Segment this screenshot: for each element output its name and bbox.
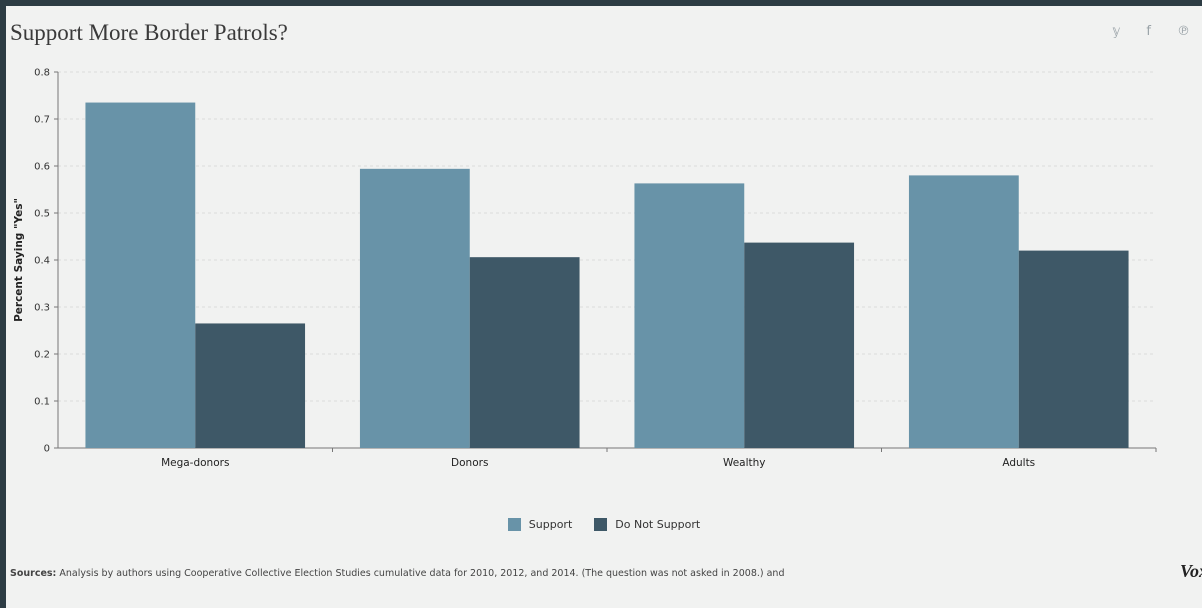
chart-title: Support More Border Patrols? — [10, 20, 288, 45]
bar-support — [85, 102, 196, 449]
legend: Support Do Not Support — [6, 518, 1202, 531]
x-tick-label: Wealthy — [723, 457, 766, 469]
twitter-icon[interactable]: 𝕪 — [1112, 24, 1121, 39]
y-axis-label: Percent Saying "Yes" — [13, 198, 25, 322]
y-tick-label: 0.3 — [34, 303, 50, 314]
share-bar: 𝕪 f ℗ — [1112, 24, 1190, 39]
bar-do-not-support — [1018, 250, 1129, 448]
x-tick-label: Mega-donors — [161, 457, 229, 469]
chart-card: Support More Border Patrols? 𝕪 f ℗ 0 0.1 0… — [6, 6, 1202, 608]
y-tick-label: 0.6 — [34, 162, 50, 173]
sources-label: Sources: — [10, 568, 57, 579]
pinterest-icon[interactable]: ℗ — [1177, 24, 1190, 39]
legend-swatch-do-not-support — [594, 518, 608, 531]
legend-label-support: Support — [528, 518, 573, 531]
legend-item-support: Support — [507, 518, 573, 531]
brand-logo: Vox — [1179, 561, 1202, 581]
bar-support — [908, 175, 1019, 448]
y-tick-label: 0.4 — [34, 256, 50, 267]
sources-text: Analysis by authors using Cooperative Co… — [56, 568, 785, 579]
legend-label-do-not-support: Do Not Support — [615, 518, 701, 531]
x-tick-label: Donors — [451, 457, 488, 469]
y-tick-label: 0.7 — [34, 115, 50, 126]
bar-support — [634, 183, 745, 448]
bar-do-not-support — [469, 257, 580, 448]
bar-do-not-support — [744, 242, 855, 448]
y-tick-label: 0 — [44, 444, 50, 455]
legend-swatch-support — [507, 518, 521, 531]
sources-note: Sources: Analysis by authors using Coope… — [10, 568, 784, 579]
bar-support — [359, 168, 470, 448]
y-tick-label: 0.2 — [34, 350, 50, 361]
legend-item-do-not-support: Do Not Support — [594, 518, 700, 531]
x-tick-label: Adults — [1002, 457, 1035, 469]
y-tick-label: 0.5 — [34, 209, 50, 220]
facebook-icon[interactable]: f — [1146, 24, 1151, 39]
bar-chart: 0 0.1 0.2 0.3 0.4 0.5 0.6 0.7 0.8 Percent Saying … — [13, 68, 1157, 469]
bar-do-not-support — [195, 323, 306, 448]
y-tick-label: 0.8 — [34, 68, 50, 79]
y-tick-label: 0.1 — [34, 397, 50, 408]
